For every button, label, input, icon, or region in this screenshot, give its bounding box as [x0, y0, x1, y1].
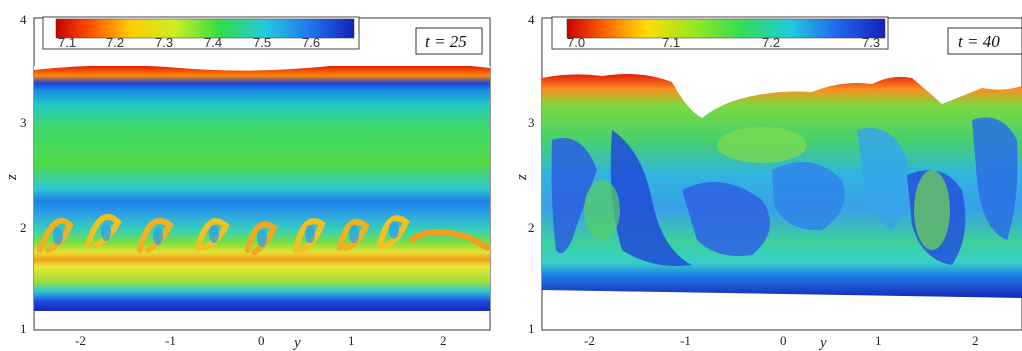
roller-cores: [53, 221, 399, 247]
colorbar-label: 7.2: [106, 35, 124, 50]
colorbar-label: 7.6: [302, 35, 320, 50]
y-tick-label: 1: [20, 321, 27, 336]
x-tick-label: -1: [165, 333, 176, 348]
y-tick-label: 4: [20, 12, 27, 27]
top-boundary: [34, 62, 490, 71]
colorbar-label: 7.5: [253, 35, 271, 50]
y-tick-label: 3: [528, 115, 535, 130]
x-tick-label: 1: [348, 333, 355, 348]
x-tick-label: 2: [972, 333, 979, 348]
contour-plot-t25: 7.1 7.2 7.3 7.4 7.5 7.6 t = 25 1 2 3 4 z…: [4, 12, 491, 351]
y-tick-label: 1: [528, 321, 535, 336]
colorbar-label: 7.3: [862, 35, 880, 50]
field-region: [34, 66, 490, 311]
x-axis-title: y: [292, 335, 301, 351]
colorbar-label: 7.2: [762, 35, 780, 50]
colorbar-label: 7.0: [567, 35, 585, 50]
colorbar-label: 7.1: [662, 35, 680, 50]
colorbar-label: 7.4: [204, 35, 222, 50]
time-label-box: [415, 27, 483, 55]
x-tick-label: 2: [440, 333, 447, 348]
colorbar-label: 7.3: [155, 35, 173, 50]
green-patches: [584, 127, 950, 250]
panel-t40: 7.0 7.1 7.2 7.3 t = 40 1 2 3 4 z -2 -1 0…: [512, 0, 1022, 351]
y-tick-label: 2: [528, 220, 535, 235]
x-tick-label: -1: [680, 333, 691, 348]
contour-plot-t40: 7.0 7.1 7.2 7.3 t = 40 1 2 3 4 z -2 -1 0…: [514, 12, 1022, 351]
y-tick-label: 2: [20, 220, 27, 235]
y-axis-title: z: [4, 174, 20, 181]
time-label: t = 25: [425, 32, 467, 51]
colorbar-strip: [566, 18, 886, 39]
x-tick-label: 1: [875, 333, 882, 348]
colorbar-strip: [55, 18, 355, 39]
y-tick-label: 4: [528, 12, 535, 27]
time-label: t = 40: [958, 32, 1000, 51]
x-tick-label: 0: [780, 333, 787, 348]
x-tick-label: -2: [75, 333, 86, 348]
rollers: [37, 214, 491, 255]
x-tick-label: -2: [584, 333, 595, 348]
panel-t25: 7.1 7.2 7.3 7.4 7.5 7.6 t = 25 1 2 3 4 z…: [0, 0, 510, 351]
time-label-box: [947, 27, 1022, 55]
x-tick-label: 0: [258, 333, 265, 348]
x-axis-title: y: [818, 335, 827, 351]
y-axis-title: z: [514, 174, 530, 181]
colorbar-label: 7.1: [58, 35, 76, 50]
y-tick-label: 3: [20, 115, 27, 130]
